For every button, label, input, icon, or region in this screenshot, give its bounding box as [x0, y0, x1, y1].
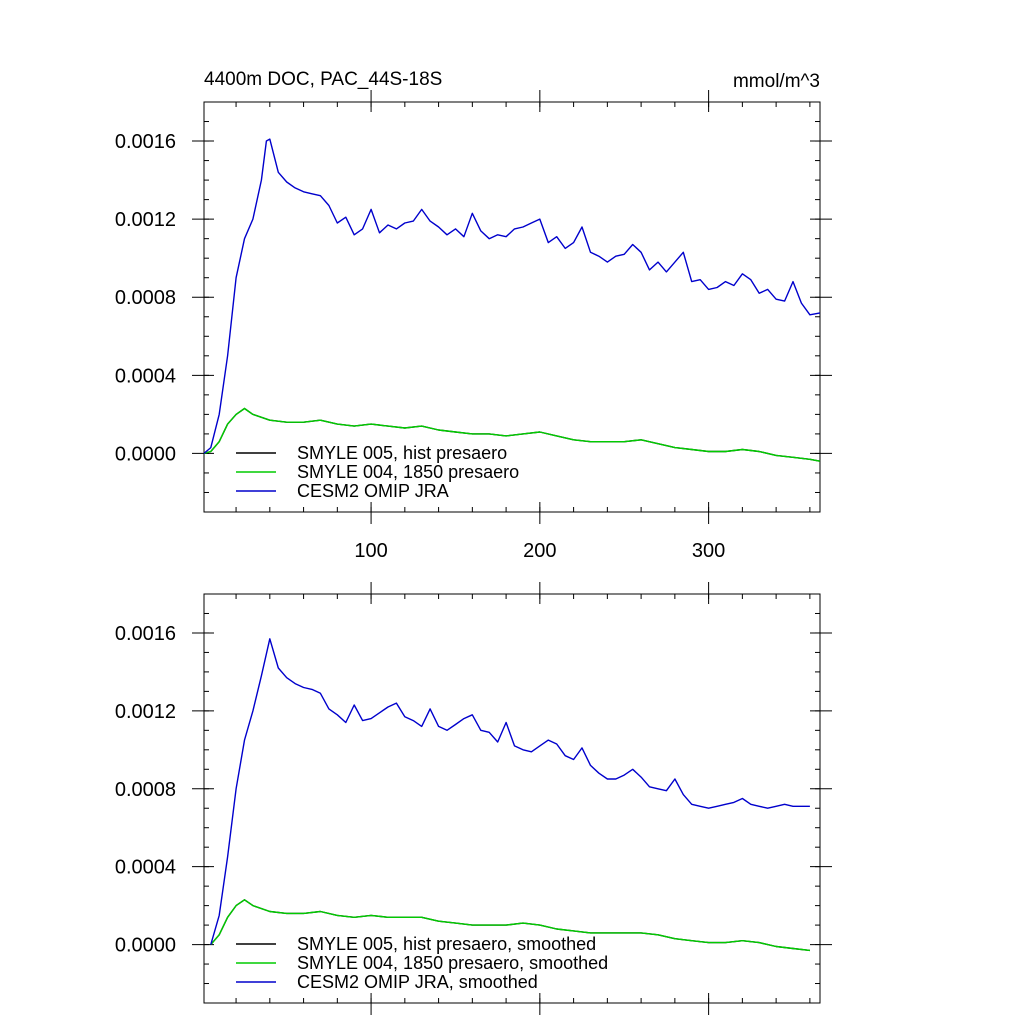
- y-tick-label: 0.0012: [115, 701, 176, 723]
- y-tick-label: 0.0016: [115, 131, 176, 153]
- legend-label: SMYLE 004, 1850 presaero, smoothed: [297, 953, 608, 973]
- series-line-3: [210, 638, 810, 945]
- legend: SMYLE 005, hist presaero, smoothedSMYLE …: [236, 934, 608, 992]
- x-tick-label: 100: [354, 540, 387, 562]
- legend-label: CESM2 OMIP JRA: [297, 481, 449, 501]
- legend-label: SMYLE 004, 1850 presaero: [297, 462, 519, 482]
- bottom-panel: 0.0000 0.0004 0.0008 0.0012 0.0016 SMYLE 005,…: [115, 582, 832, 1015]
- series-line-2: [203, 407, 821, 462]
- y-tick-label: 0.0000: [115, 935, 176, 957]
- chart-title: 4400m DOC, PAC_44S-18S: [204, 69, 442, 90]
- legend-label: CESM2 OMIP JRA, smoothed: [297, 972, 538, 992]
- units-label: mmol/m^3: [733, 71, 820, 92]
- y-tick-label: 0.0008: [115, 779, 176, 801]
- y-tick-label: 0.0004: [115, 857, 176, 879]
- legend-label: SMYLE 005, hist presaero: [297, 443, 507, 463]
- y-tick-label: 0.0004: [115, 365, 176, 387]
- series-line-3: [203, 138, 821, 454]
- y-tick-label: 0.0016: [115, 623, 176, 645]
- y-tick-label: 0.0012: [115, 209, 176, 231]
- y-tick-label: 0.0000: [115, 443, 176, 465]
- plot-frame: [203, 593, 821, 1004]
- x-tick-label: 200: [523, 540, 556, 562]
- x-tick-label: 300: [692, 540, 725, 562]
- legend-label: SMYLE 005, hist presaero, smoothed: [297, 934, 596, 954]
- series-line-2: [210, 899, 810, 952]
- y-tick-label: 0.0008: [115, 287, 176, 309]
- plot-frame: [203, 101, 821, 513]
- top-panel: 0.0000 0.0004 0.0008 0.0012 0.0016 100 200 300 S…: [115, 90, 832, 562]
